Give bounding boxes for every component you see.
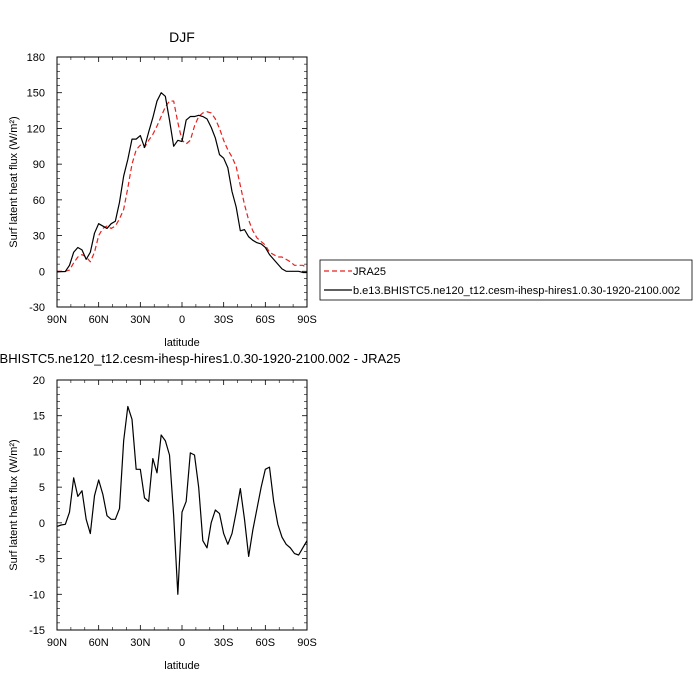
- bottom-y-tick-label: 10: [33, 446, 45, 458]
- bottom-x-tick-label: 60S: [256, 637, 276, 649]
- top-y-axis-label: Surf latent heat flux (W/m²): [8, 116, 20, 247]
- bottom-y-tick-label: -5: [35, 554, 45, 566]
- bottom-x-tick-labels: 90N 60N 30N 0 30S 60S 90S: [47, 637, 317, 649]
- bottom-axis-ticks: [56, 379, 308, 631]
- top-chart-title: DJF: [169, 29, 195, 45]
- top-x-tick-label: 90S: [297, 314, 317, 326]
- top-y-tick-label: 180: [27, 52, 45, 64]
- bottom-x-tick-label: 90N: [47, 637, 67, 649]
- bottom-x-tick-label: 0: [179, 637, 185, 649]
- legend-label-jra25: JRA25: [353, 266, 386, 278]
- top-y-tick-label: 0: [39, 266, 45, 278]
- top-series-line-1: [56, 92, 307, 274]
- bottom-y-tick-label: -15: [29, 625, 45, 637]
- bottom-x-tick-label: 60N: [89, 637, 109, 649]
- bottom-y-tick-labels: -15 -10 -5 0 5 10 15 20: [29, 375, 45, 637]
- top-axis-ticks: [56, 56, 308, 308]
- top-y-tick-label: 150: [27, 88, 45, 100]
- top-series-line-0: [57, 100, 308, 272]
- bottom-chart-title: b.e13.BHISTC5.ne120_t12.cesm-ihesp-hires…: [0, 351, 401, 366]
- top-x-tick-label: 0: [179, 314, 185, 326]
- top-plot-frame: [56, 56, 308, 308]
- bottom-x-tick-label: 30S: [214, 637, 234, 649]
- top-x-tick-label: 30S: [214, 314, 234, 326]
- bottom-y-tick-label: 5: [39, 482, 45, 494]
- top-y-tick-label: 90: [33, 159, 45, 171]
- top-series-group: [56, 92, 308, 274]
- top-panel: DJF 90N 60N 30N 0 30S 60S 90S -30 0 30 60 90 120 150…: [8, 29, 317, 349]
- bottom-plot-frame: [56, 379, 308, 631]
- top-x-axis-label: latitude: [164, 337, 199, 349]
- bottom-y-tick-label: 0: [39, 518, 45, 530]
- bottom-x-axis-label: latitude: [164, 660, 199, 672]
- top-x-tick-label: 90N: [47, 314, 67, 326]
- top-y-tick-label: 120: [27, 123, 45, 135]
- bottom-panel: b.e13.BHISTC5.ne120_t12.cesm-ihesp-hires…: [0, 351, 401, 672]
- top-x-tick-label: 60N: [89, 314, 109, 326]
- top-y-tick-labels: -30 0 30 60 90 120 150 180: [27, 52, 45, 314]
- legend-label-model: b.e13.BHISTC5.ne120_t12.cesm-ihesp-hires…: [353, 285, 680, 297]
- bottom-x-tick-label: 90S: [297, 637, 317, 649]
- top-x-tick-label: 30N: [130, 314, 150, 326]
- legend-box: [319, 259, 693, 301]
- legend: JRA25 b.e13.BHISTC5.ne120_t12.cesm-ihesp…: [319, 259, 693, 301]
- bottom-y-tick-label: -10: [29, 589, 45, 601]
- top-y-tick-label: 30: [33, 231, 45, 243]
- top-y-tick-label: 60: [33, 195, 45, 207]
- bottom-y-tick-label: 15: [33, 411, 45, 423]
- bottom-x-tick-label: 30N: [130, 637, 150, 649]
- bottom-y-axis-label: Surf latent heat flux (W/m²): [8, 439, 20, 570]
- bottom-series-line-0: [56, 405, 308, 595]
- top-x-tick-labels: 90N 60N 30N 0 30S 60S 90S: [47, 314, 317, 326]
- top-y-tick-label: -30: [29, 302, 45, 314]
- bottom-series-group: [56, 405, 308, 595]
- top-x-tick-label: 60S: [256, 314, 276, 326]
- bottom-y-tick-label: 20: [33, 375, 45, 387]
